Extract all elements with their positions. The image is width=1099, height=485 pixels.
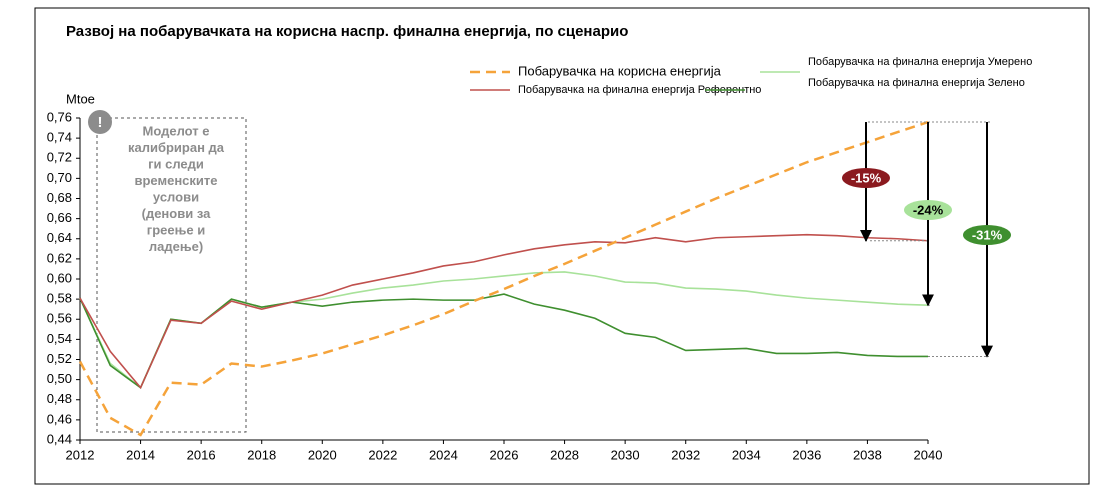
x-tick-label: 2040 bbox=[914, 447, 943, 462]
x-tick-label: 2012 bbox=[66, 447, 95, 462]
note-icon bbox=[88, 110, 112, 134]
x-tick-label: 2038 bbox=[853, 447, 882, 462]
note-text: временските bbox=[134, 173, 217, 188]
reduction-badge bbox=[963, 225, 1011, 245]
note-text: Моделот е bbox=[143, 123, 210, 138]
note-text: греење и bbox=[147, 222, 205, 237]
x-tick-label: 2036 bbox=[792, 447, 821, 462]
y-tick-label: 0,60 bbox=[47, 270, 72, 285]
reduction-label: -15% bbox=[851, 170, 882, 185]
x-tick-label: 2018 bbox=[247, 447, 276, 462]
x-tick-label: 2030 bbox=[611, 447, 640, 462]
series-line bbox=[79, 233, 929, 390]
y-tick-label: 0,72 bbox=[47, 150, 72, 165]
reduction-label: -24% bbox=[913, 202, 944, 217]
y-tick-label: 0,64 bbox=[47, 230, 72, 245]
x-tick-label: 2020 bbox=[308, 447, 337, 462]
y-tick-label: 0,48 bbox=[47, 391, 72, 406]
note-text: калибриран да bbox=[128, 140, 225, 155]
y-tick-label: 0,70 bbox=[47, 170, 72, 185]
note-text: ладење) bbox=[149, 239, 203, 254]
x-tick-label: 2032 bbox=[671, 447, 700, 462]
y-tick-label: 0,58 bbox=[47, 291, 72, 306]
series-line bbox=[78, 120, 929, 437]
y-tick-label: 0,50 bbox=[47, 371, 72, 386]
x-tick-label: 2022 bbox=[368, 447, 397, 462]
y-tick-label: 0,44 bbox=[47, 431, 72, 446]
legend-label: Побарувачка на финална енергија Умерено bbox=[808, 56, 1032, 68]
x-tick-label: 2028 bbox=[550, 447, 579, 462]
reduction-label: -31% bbox=[972, 227, 1003, 242]
legend-label: Побарувачка на корисна енергија bbox=[518, 63, 722, 78]
y-tick-label: 0,52 bbox=[47, 351, 72, 366]
y-tick-label: 0,56 bbox=[47, 311, 72, 326]
reduction-badge bbox=[904, 200, 952, 220]
y-tick-label: 0,62 bbox=[47, 250, 72, 265]
y-tick-label: 0,68 bbox=[47, 190, 72, 205]
x-tick-label: 2034 bbox=[732, 447, 761, 462]
note-text: (денови за bbox=[142, 206, 211, 221]
x-tick-label: 2024 bbox=[429, 447, 458, 462]
y-tick-label: 0,74 bbox=[47, 130, 72, 145]
frame bbox=[34, 7, 1090, 485]
note-text: услови bbox=[153, 189, 199, 204]
y-tick-label: 0,54 bbox=[47, 331, 72, 346]
note-box bbox=[96, 117, 247, 433]
y-axis-label: Mtoe bbox=[66, 91, 95, 106]
x-tick-label: 2026 bbox=[490, 447, 519, 462]
legend-label: Побарувачка на финална енергија Референт… bbox=[518, 84, 761, 96]
x-tick-label: 2016 bbox=[187, 447, 216, 462]
y-tick-label: 0,46 bbox=[47, 411, 72, 426]
note-icon-text: ! bbox=[98, 114, 103, 131]
series-line bbox=[79, 293, 928, 389]
series-line bbox=[79, 271, 929, 389]
chart-title: Развој на побарувачката на корисна наспр… bbox=[66, 23, 628, 40]
x-tick-label: 2014 bbox=[126, 447, 155, 462]
legend-label: Побарувачка на финална енергија Зелено bbox=[808, 77, 1025, 89]
reduction-badge bbox=[842, 168, 890, 188]
y-tick-label: 0,76 bbox=[47, 109, 72, 124]
y-tick-label: 0,66 bbox=[47, 210, 72, 225]
note-text: ги следи bbox=[148, 156, 204, 171]
